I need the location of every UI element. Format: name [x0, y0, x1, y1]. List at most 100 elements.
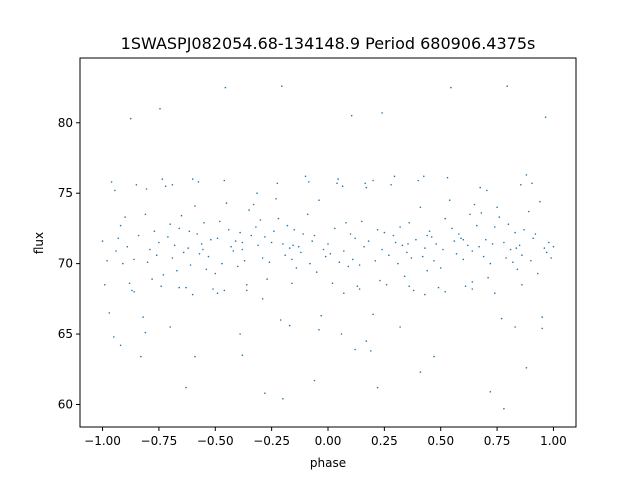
data-point — [288, 324, 291, 327]
data-point — [394, 241, 397, 244]
data-point — [292, 244, 294, 247]
data-point — [358, 288, 361, 290]
data-point — [424, 247, 426, 249]
data-point — [187, 247, 189, 249]
data-point — [185, 286, 187, 289]
data-point — [341, 185, 344, 187]
data-point — [530, 260, 532, 262]
data-point — [514, 326, 516, 328]
y-tick-label: 60 — [58, 397, 73, 411]
data-point — [437, 286, 440, 289]
data-point — [295, 267, 298, 269]
data-point — [480, 212, 483, 214]
y-tick-label: 65 — [58, 327, 73, 341]
data-point — [412, 289, 415, 292]
data-point — [114, 189, 116, 192]
data-point — [514, 231, 516, 234]
data-point — [106, 260, 108, 262]
data-point — [417, 179, 420, 182]
data-point — [171, 257, 174, 259]
data-point — [541, 316, 543, 318]
data-point — [202, 248, 204, 251]
data-point — [415, 238, 417, 241]
data-point — [194, 205, 196, 207]
data-point — [407, 243, 409, 245]
data-point — [521, 284, 523, 286]
data-point — [545, 251, 548, 254]
data-point — [426, 269, 429, 272]
data-point — [246, 284, 248, 286]
data-point — [467, 244, 469, 247]
data-point — [543, 247, 546, 249]
data-point — [261, 257, 264, 259]
data-point — [291, 258, 293, 261]
data-point — [151, 278, 153, 280]
data-point — [478, 245, 480, 248]
data-point — [284, 254, 287, 256]
data-point — [446, 176, 449, 179]
data-point — [494, 226, 496, 228]
data-point — [167, 236, 169, 238]
data-point — [142, 316, 144, 318]
data-point — [185, 386, 187, 389]
data-point — [489, 391, 492, 393]
data-point — [288, 247, 291, 249]
data-point — [322, 248, 325, 251]
data-point — [552, 245, 555, 248]
data-point — [119, 224, 122, 227]
data-point — [304, 175, 307, 178]
data-point — [385, 284, 388, 286]
data-point — [527, 210, 530, 213]
data-point — [241, 354, 244, 357]
data-point — [507, 223, 510, 225]
data-point — [135, 184, 138, 186]
data-point — [212, 288, 214, 290]
data-point — [210, 238, 212, 241]
data-point — [370, 350, 372, 352]
data-point — [451, 227, 453, 230]
data-point — [390, 184, 392, 186]
x-tick-label: 0.50 — [427, 434, 454, 448]
data-point — [291, 282, 293, 285]
data-point — [471, 250, 474, 252]
data-point — [338, 261, 341, 264]
data-point — [365, 186, 368, 189]
data-point — [343, 292, 345, 295]
y-tick-label: 70 — [58, 257, 73, 271]
data-point — [203, 222, 205, 224]
data-point — [266, 278, 268, 280]
data-point — [337, 178, 339, 180]
data-point — [140, 355, 142, 358]
data-point — [243, 260, 246, 262]
data-point — [419, 371, 422, 373]
data-point — [320, 314, 323, 317]
data-point — [376, 229, 379, 231]
data-point — [479, 186, 482, 189]
data-point — [223, 289, 226, 292]
data-point — [392, 234, 395, 237]
data-point — [225, 202, 228, 204]
data-point — [509, 248, 512, 251]
data-point — [358, 264, 361, 266]
data-point — [462, 238, 465, 241]
data-point — [164, 185, 167, 187]
data-point — [444, 291, 447, 293]
data-point — [381, 112, 383, 114]
data-point — [345, 222, 347, 224]
data-point — [273, 230, 275, 232]
data-point — [525, 174, 528, 176]
data-point — [498, 216, 501, 218]
data-point — [264, 236, 266, 238]
data-point — [356, 285, 359, 288]
data-point — [363, 245, 365, 248]
data-point — [191, 178, 194, 180]
data-point — [515, 247, 518, 249]
data-point — [129, 117, 132, 120]
data-point — [144, 331, 147, 334]
data-point — [503, 407, 505, 410]
data-point — [372, 313, 374, 316]
data-point — [144, 213, 147, 216]
data-point — [423, 175, 425, 178]
data-point — [352, 258, 354, 261]
data-point — [324, 255, 327, 258]
